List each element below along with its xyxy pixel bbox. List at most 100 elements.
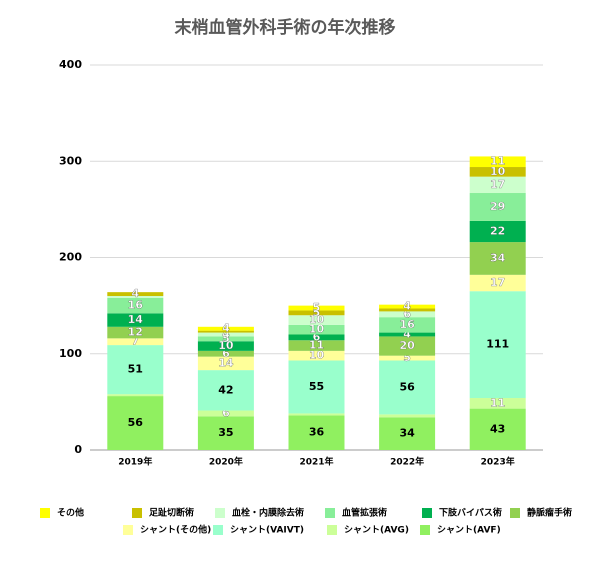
legend-label: シャント(VAIVT) bbox=[230, 525, 304, 536]
legend-label: その他 bbox=[57, 507, 84, 519]
bar-segment bbox=[288, 315, 345, 325]
bar-segment bbox=[469, 167, 526, 177]
bar-segment bbox=[288, 305, 345, 311]
bar-segment bbox=[379, 414, 436, 418]
legend-swatch bbox=[327, 525, 337, 535]
legend-swatch bbox=[325, 508, 335, 518]
data-label: 36 bbox=[309, 426, 325, 439]
bar-segment bbox=[379, 332, 436, 337]
data-label: 34 bbox=[399, 427, 415, 440]
bar-segment bbox=[197, 341, 254, 351]
bar-segment bbox=[379, 317, 436, 333]
data-label: 14 bbox=[218, 356, 234, 369]
data-label: 6 bbox=[222, 347, 230, 360]
data-label: 6 bbox=[222, 406, 230, 419]
bar-segment bbox=[379, 308, 436, 312]
bar-segment bbox=[469, 291, 526, 399]
x-tick-label: 2023年 bbox=[481, 456, 515, 468]
data-label: 4 bbox=[403, 300, 411, 313]
bar-segment bbox=[107, 292, 164, 296]
legend-swatch bbox=[420, 525, 430, 535]
bar-segment bbox=[107, 345, 164, 395]
bar-segment bbox=[469, 156, 526, 168]
legend-swatch bbox=[215, 508, 225, 518]
bar-segment bbox=[197, 330, 254, 333]
bar-segment bbox=[197, 370, 254, 411]
bar-segment bbox=[107, 396, 164, 450]
bar-segment bbox=[288, 310, 345, 316]
data-label: 5 bbox=[313, 306, 321, 319]
bar-segment bbox=[197, 410, 254, 417]
bar-segment bbox=[379, 355, 436, 361]
bar-segment bbox=[288, 334, 345, 341]
data-label: 42 bbox=[218, 383, 233, 396]
chart-title: 末梢血管外科手術の年次推移 bbox=[175, 17, 396, 38]
data-label: 56 bbox=[128, 416, 144, 429]
legend-label: 血管拡張術 bbox=[342, 507, 387, 519]
data-label: 5 bbox=[313, 301, 321, 314]
data-label: 6 bbox=[313, 330, 321, 343]
data-label: 11 bbox=[309, 339, 324, 352]
bar-segment bbox=[469, 398, 526, 409]
x-tick-label: 2020年 bbox=[209, 456, 243, 468]
bar-segment bbox=[197, 350, 254, 357]
legend-swatch bbox=[422, 508, 432, 518]
bar-segment bbox=[197, 356, 254, 371]
bar-segment bbox=[288, 360, 345, 414]
y-tick-label: 300 bbox=[59, 154, 82, 167]
bar-segment bbox=[469, 274, 526, 292]
data-label: 17 bbox=[490, 276, 505, 289]
legend-swatch bbox=[213, 525, 223, 535]
x-tick-label: 2021年 bbox=[299, 456, 333, 468]
bar-segment bbox=[107, 313, 164, 327]
y-tick-label: 100 bbox=[59, 347, 82, 360]
bar-segment bbox=[288, 350, 345, 361]
data-label: 5 bbox=[222, 332, 230, 345]
data-label: 16 bbox=[399, 318, 415, 331]
legend-label: シャント(AVG) bbox=[344, 525, 409, 536]
data-label: 16 bbox=[128, 299, 144, 312]
data-label: 35 bbox=[218, 426, 233, 439]
data-label: 4 bbox=[222, 322, 230, 335]
data-label: 5 bbox=[403, 351, 411, 364]
legend-swatch bbox=[510, 508, 520, 518]
legend-swatch bbox=[123, 525, 133, 535]
y-tick-label: 400 bbox=[59, 58, 82, 71]
legend-label: 静脈瘤手術 bbox=[527, 507, 572, 519]
data-label: 14 bbox=[128, 313, 144, 326]
legend-swatch bbox=[40, 508, 50, 518]
bar-segment bbox=[197, 332, 254, 337]
bar-segment bbox=[469, 193, 526, 221]
data-label: 11 bbox=[490, 396, 505, 409]
data-label: 55 bbox=[309, 380, 324, 393]
legend-label: シャント(AVF) bbox=[437, 525, 501, 536]
legend-label: 足趾切断術 bbox=[149, 507, 194, 519]
data-label: 7 bbox=[131, 335, 139, 348]
bar-segment bbox=[469, 220, 526, 243]
bar-segment bbox=[107, 394, 164, 397]
bar-segment bbox=[469, 242, 526, 275]
bar-segment bbox=[379, 311, 436, 318]
data-label: 43 bbox=[490, 422, 505, 435]
data-label: 4 bbox=[131, 287, 139, 300]
data-label: 4 bbox=[403, 328, 411, 341]
data-label: 4 bbox=[222, 328, 230, 341]
legend-label: 血栓・内膜除去術 bbox=[232, 507, 304, 519]
data-label: 22 bbox=[490, 225, 505, 238]
data-label: 34 bbox=[490, 251, 506, 264]
data-label: 10 bbox=[309, 313, 325, 326]
data-label: 10 bbox=[309, 323, 325, 336]
x-tick-label: 2022年 bbox=[390, 456, 424, 468]
y-tick-label: 200 bbox=[59, 251, 82, 264]
data-label: 56 bbox=[399, 380, 415, 393]
data-label: 10 bbox=[309, 349, 325, 362]
bar-segment bbox=[469, 176, 526, 194]
bar-segment bbox=[288, 413, 345, 416]
data-label: 11 bbox=[490, 155, 505, 168]
data-label: 12 bbox=[128, 326, 143, 339]
data-label: 10 bbox=[490, 165, 506, 178]
bar-segment bbox=[288, 340, 345, 351]
x-tick-label: 2019年 bbox=[118, 456, 152, 468]
legend-label: シャント(その他) bbox=[140, 524, 211, 536]
bar-segment bbox=[107, 326, 164, 339]
